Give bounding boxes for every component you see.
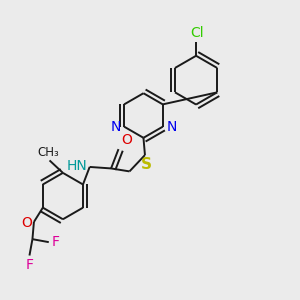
Text: S: S	[141, 157, 152, 172]
Text: F: F	[51, 235, 59, 249]
Text: N: N	[110, 120, 121, 134]
Text: Cl: Cl	[191, 26, 204, 40]
Text: F: F	[26, 258, 34, 272]
Text: O: O	[21, 216, 32, 230]
Text: N: N	[166, 120, 177, 134]
Text: CH₃: CH₃	[37, 146, 59, 159]
Text: O: O	[121, 133, 132, 147]
Text: HN: HN	[67, 159, 87, 173]
